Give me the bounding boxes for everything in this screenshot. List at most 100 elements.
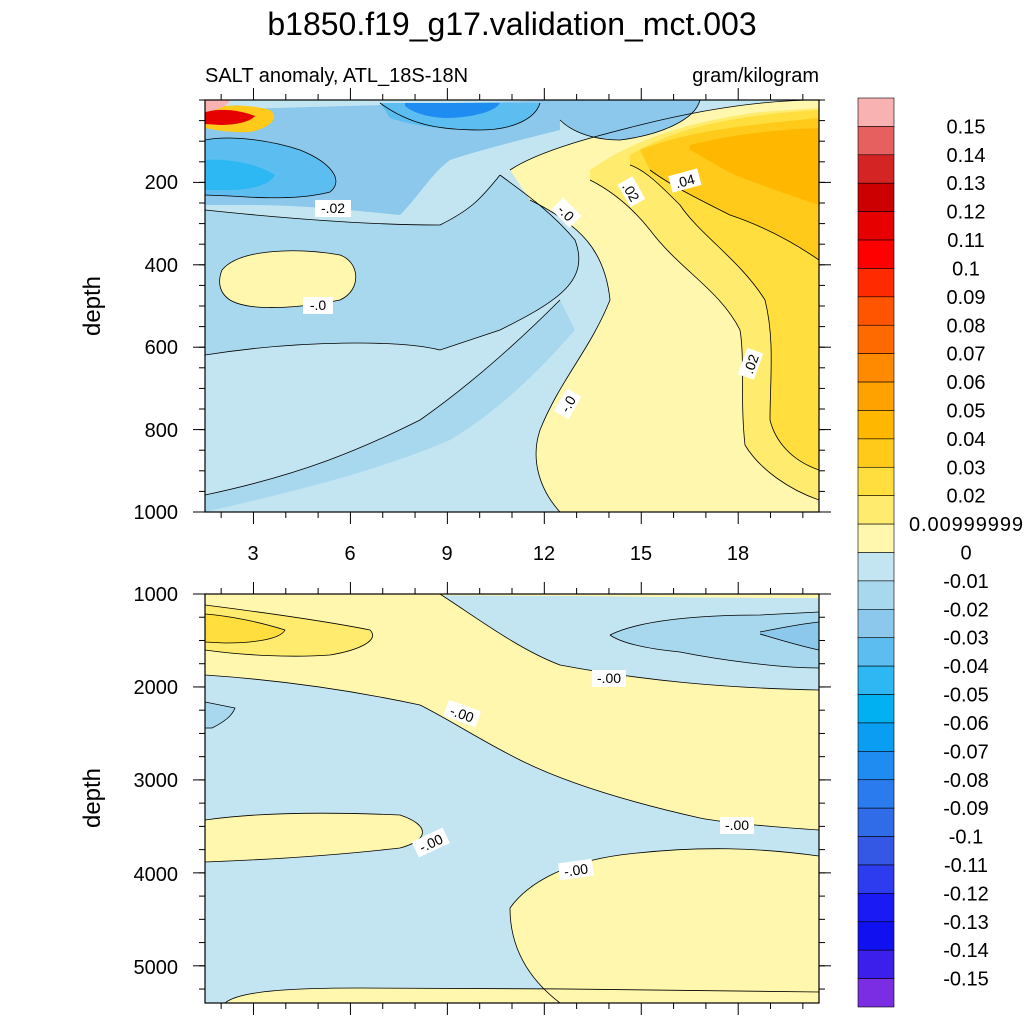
lower-contour-line-8 <box>205 701 236 729</box>
colorbar-box <box>857 665 895 695</box>
lower-contour-line-3 <box>205 604 373 657</box>
upper-contour-line-11 <box>379 102 541 131</box>
colorbar-label: 0.02 <box>947 486 986 508</box>
colorbar-label: 0.1 <box>952 258 980 280</box>
lower-positive-top-strip <box>205 594 819 598</box>
x-tick-label: 15 <box>630 543 652 565</box>
colorbar-label: 0.15 <box>947 116 986 138</box>
lower-contour-labels: -.00 -.00 -.00 -.00 -.00 <box>411 670 754 881</box>
colorbar-label: 0.09 <box>947 287 986 309</box>
colorbar-box <box>857 239 895 269</box>
lower-contour-line-4 <box>205 613 286 644</box>
colorbar-box <box>857 722 895 752</box>
colorbar-box <box>857 268 895 298</box>
lower-contour-line-1 <box>205 674 819 831</box>
lower-y-tick-label: 3000 <box>134 770 179 792</box>
colorbar-label: -0.1 <box>949 827 983 849</box>
upper-deep-negative-region <box>205 300 575 512</box>
upper-contour-label: .04 <box>674 171 697 192</box>
colorbar-box <box>857 637 895 667</box>
colorbar-box <box>857 807 895 837</box>
lower-contour-fill <box>205 594 819 1003</box>
lower-label-box <box>411 827 450 858</box>
upper-contour-line-5 <box>529 199 611 512</box>
upper-contour-label: -.02 <box>321 200 345 216</box>
upper-y-tick-label: 400 <box>145 255 178 277</box>
upper-surface-east-blue-patch <box>560 100 700 140</box>
colorbar: 0.15 0.14 0.13 0.12 0.11 0.1 0.09 0.08 0.07 0.06 0… <box>857 97 1023 1008</box>
lower-contour-label: -.00 <box>448 702 476 725</box>
upper-contour-line-7 <box>629 164 819 471</box>
colorbar-box <box>857 580 895 610</box>
upper-axis-ticks <box>193 88 831 524</box>
colorbar-box <box>857 182 895 212</box>
colorbar-label: 0.13 <box>947 173 986 195</box>
colorbar-label: -0.09 <box>943 798 989 820</box>
lower-y-tick-label: 5000 <box>134 957 179 979</box>
colorbar-label: -0.06 <box>943 713 989 735</box>
upper-contour-line-4 <box>509 100 819 171</box>
colorbar-labels: 0.15 0.14 0.13 0.12 0.11 0.1 0.09 0.08 0.07 0.06 0… <box>909 116 1023 990</box>
colorbar-box <box>857 523 895 553</box>
lower-y-tick-label: 4000 <box>134 864 179 886</box>
upper-label-box <box>315 200 351 217</box>
chart-subtitle-units: gram/kilogram <box>692 65 819 87</box>
chart-subtitle-left: SALT anomaly, ATL_18S-18N <box>205 65 468 87</box>
upper-small-positive-lens <box>219 250 356 308</box>
chart-title: b1850.f19_g17.validation_mct.003 <box>267 6 756 42</box>
upper-y-axis-label: depth <box>79 276 106 336</box>
lower-contour-label: -.00 <box>725 817 749 833</box>
upper-y-tick-labels: 200 400 600 800 1000 <box>134 172 179 524</box>
colorbar-label: 0.14 <box>947 145 986 167</box>
upper-surface-core-negative <box>205 159 275 190</box>
colorbar-label: 0.05 <box>947 400 986 422</box>
x-tick-label: 9 <box>441 543 452 565</box>
colorbar-label: -0.13 <box>943 912 989 934</box>
lower-axis-ticks <box>193 582 831 1015</box>
lower-y-tick-labels: 1000 2000 3000 4000 5000 <box>134 584 179 979</box>
colorbar-box <box>857 324 895 354</box>
colorbar-label: 0.12 <box>947 202 986 224</box>
lower-label-box <box>720 817 754 834</box>
colorbar-label: 0 <box>960 543 971 565</box>
upper-contour-line-12 <box>559 100 701 141</box>
lower-positive-bottom-strip <box>225 988 819 1003</box>
upper-contour-line-3 <box>205 299 561 496</box>
lower-positive-core-west <box>205 605 373 657</box>
lower-contour-label: -.00 <box>563 860 589 879</box>
colorbar-label: -0.12 <box>943 883 989 905</box>
colorbar-label: 0.07 <box>947 344 986 366</box>
lower-positive-band-upper <box>205 594 819 830</box>
upper-y-tick-label: 200 <box>145 172 178 194</box>
colorbar-box <box>857 466 895 496</box>
upper-label-box <box>303 297 333 314</box>
upper-mid-negative-region <box>205 175 579 355</box>
colorbar-label: 0.04 <box>947 429 986 451</box>
upper-contour-line-2 <box>205 174 580 356</box>
colorbar-label: -0.08 <box>943 770 989 792</box>
colorbar-label: -0.04 <box>943 656 989 678</box>
upper-label-box <box>553 388 582 420</box>
colorbar-label: -0.01 <box>943 571 989 593</box>
colorbar-boxes <box>857 97 895 1008</box>
x-tick-labels: 3 6 9 12 15 18 <box>247 543 749 565</box>
lower-y-tick-label: 2000 <box>134 677 179 699</box>
lower-negative-patch-west <box>205 702 235 728</box>
upper-surface-hot-patch <box>205 109 255 125</box>
colorbar-label: 0.11 <box>947 230 984 252</box>
lower-contour-line-2 <box>439 594 819 691</box>
upper-contour-line-6 <box>589 179 819 501</box>
upper-label-box <box>668 168 702 193</box>
upper-label-box <box>551 197 582 228</box>
colorbar-label: -0.02 <box>943 599 989 621</box>
colorbar-box <box>857 751 895 781</box>
colorbar-box <box>857 154 895 184</box>
colorbar-box <box>857 552 895 582</box>
lower-contour-line-11 <box>224 987 819 1003</box>
lower-contour-line-6 <box>609 634 819 669</box>
upper-y-tick-label: 800 <box>145 420 178 442</box>
colorbar-box <box>857 353 895 383</box>
upper-surface-deep-blue-patch <box>405 103 500 118</box>
lower-contour-label: -.00 <box>597 670 621 686</box>
lower-panel: -.00 -.00 -.00 -.00 -.00 1000 2000 3000 … <box>79 582 831 1015</box>
